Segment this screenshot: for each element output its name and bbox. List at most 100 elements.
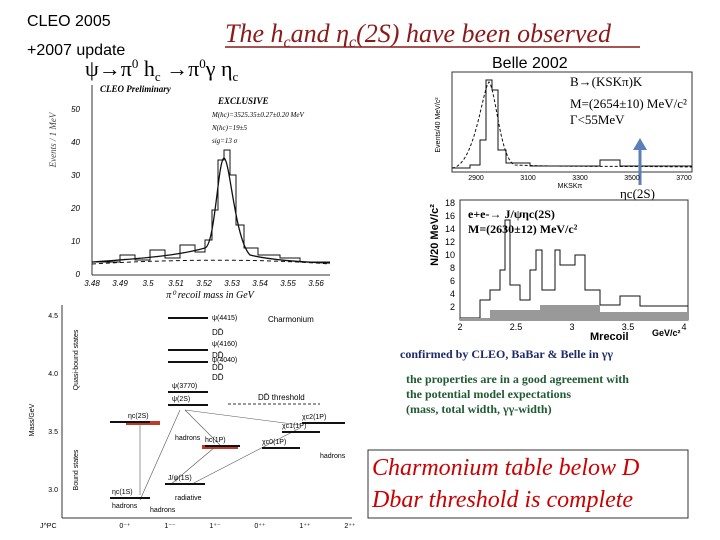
x-tick-label: 3.48 bbox=[84, 279, 100, 288]
y-label: N/20 MeV/c² bbox=[429, 204, 441, 266]
decay-label: hadrons bbox=[175, 435, 201, 442]
reaction-part: ψ→π bbox=[85, 56, 132, 81]
x-tick-label: 3.49 bbox=[112, 279, 128, 288]
belle-label: Belle 2002 bbox=[492, 55, 568, 72]
x-tick-label: 3.55 bbox=[280, 279, 296, 288]
y-tick-label: 3.5 bbox=[48, 429, 58, 436]
title: The hcand ηc(2S) have been observed bbox=[225, 19, 612, 51]
level-label: χc2(1P) bbox=[302, 414, 326, 421]
x-tick-label: 3.54 bbox=[252, 279, 268, 288]
width: Γ<55MeV bbox=[570, 112, 625, 127]
decay-label: hadrons bbox=[112, 503, 138, 510]
x-unit: GeV/c² bbox=[652, 328, 681, 338]
x-tick-label: 4 bbox=[681, 322, 686, 332]
x-tick-label: 3 bbox=[569, 322, 574, 332]
reaction-part: →π bbox=[161, 56, 200, 81]
level-label: ηc(1S) bbox=[112, 489, 133, 496]
belle-bottom: N/20 MeV/c² e+e-→ J/ψηc(2S) M=(2630±12) … bbox=[429, 199, 689, 343]
fit-curve bbox=[451, 81, 693, 169]
x-tick-label: 3.5 bbox=[622, 322, 635, 332]
mass: M=(2630±12) MeV/c² bbox=[468, 222, 578, 236]
fit-curve bbox=[91, 157, 331, 264]
quasi: Quasi-bound states bbox=[73, 329, 80, 390]
title-part: and η bbox=[291, 19, 349, 48]
dd-label: DD̄ bbox=[212, 363, 224, 372]
belle-top: Events/40 MeV/c² B→(KSKπ)K M=(2654±10) M… bbox=[435, 71, 693, 190]
jpc-title: J^PC bbox=[40, 523, 57, 530]
y-label: Events/40 MeV/c² bbox=[435, 97, 442, 153]
process: e+e-→ J/ψηc(2S) bbox=[468, 207, 555, 221]
arrow-label: ηc(2S) bbox=[620, 186, 655, 201]
decay-label: hadrons bbox=[150, 507, 176, 514]
y-tick-label: 12 bbox=[445, 237, 455, 247]
bound: Bound states bbox=[73, 449, 80, 490]
y-tick-label: 10 bbox=[71, 237, 80, 246]
reaction-part: h bbox=[138, 56, 155, 81]
mass: M=(2654±10) MeV/c² bbox=[570, 96, 687, 111]
fit-line: M(hc)=3525.35±0.27±0.20 MeV bbox=[211, 111, 304, 119]
x-tick-label: 3500 bbox=[624, 175, 640, 182]
mode: EXCLUSIVE bbox=[217, 96, 269, 106]
decay: B→(KSKπ)K bbox=[570, 74, 643, 89]
y-tick-label: 6 bbox=[450, 276, 455, 286]
x-tick-label: 3.52 bbox=[196, 279, 212, 288]
title-part: c bbox=[284, 34, 291, 51]
decay-label: hadrons bbox=[320, 453, 346, 460]
x-tick-label: 3700 bbox=[676, 175, 692, 182]
x-tick-label: 2900 bbox=[468, 175, 484, 182]
level-label: ψ(3770) bbox=[172, 383, 197, 390]
box-line: Dbar threshold is complete bbox=[371, 487, 633, 513]
level-label: χc1(1P) bbox=[282, 423, 306, 430]
spectrum-title: Charmonium bbox=[268, 315, 314, 324]
y-tick-label: 0 bbox=[76, 270, 81, 279]
reaction-part: c bbox=[155, 69, 161, 84]
y-tick-label: 50 bbox=[71, 105, 80, 114]
fit-line: N(hc)=19±5 bbox=[211, 124, 248, 132]
y-label: Events / 1 MeV bbox=[48, 111, 58, 168]
y-tick-label: 10 bbox=[445, 250, 455, 260]
left-line: +2007 update bbox=[27, 42, 125, 59]
arrow-head bbox=[633, 138, 647, 150]
level-label: ψ(4040) bbox=[212, 357, 237, 364]
x-label: π⁰ recoil mass in GeV bbox=[166, 290, 255, 301]
background-curve bbox=[91, 259, 331, 265]
x-tick-label: 3100 bbox=[520, 175, 536, 182]
box-line: Charmonium table below D bbox=[372, 455, 639, 481]
level-label: χc0(1P) bbox=[262, 439, 286, 446]
y-tick-label: 3.0 bbox=[48, 487, 58, 494]
reaction-part: c bbox=[233, 69, 239, 84]
level-label: ψ(2S) bbox=[172, 396, 190, 403]
properties: the potential model expectations bbox=[406, 387, 571, 401]
title-part: The h bbox=[225, 19, 284, 48]
y-label: Mass/GeV bbox=[29, 403, 36, 436]
y-tick-label: 40 bbox=[71, 138, 80, 147]
properties: (mass, total width, γγ-width) bbox=[406, 402, 552, 416]
tag: CLEO Preliminary bbox=[100, 84, 172, 94]
background-fill bbox=[460, 305, 688, 320]
decay-label: radiative bbox=[175, 495, 202, 502]
dd-label: DD̄ bbox=[212, 373, 224, 382]
jpc-label: 1⁺⁻ bbox=[209, 523, 221, 530]
y-tick-label: 18 bbox=[445, 198, 455, 208]
x-tick-label: 3.51 bbox=[168, 279, 184, 288]
frame bbox=[451, 71, 693, 173]
y-tick-label: 16 bbox=[445, 211, 455, 221]
y-tick-label: 4.5 bbox=[48, 313, 58, 320]
y-tick-label: 20 bbox=[70, 204, 80, 213]
threshold: DD̄ threshold bbox=[258, 393, 305, 402]
level-label: hc(1P) bbox=[205, 437, 226, 444]
y-tick-label: 2 bbox=[450, 302, 455, 312]
left-line: CLEO 2005 bbox=[27, 13, 111, 30]
x-tick-label: 3.5 bbox=[142, 279, 154, 288]
title-part: (2S) have been observed bbox=[356, 19, 612, 48]
dd-label: DD̄ bbox=[212, 351, 224, 360]
level-label: ψ(4160) bbox=[212, 341, 237, 348]
x-tick-label: 3.53 bbox=[224, 279, 240, 288]
x-label: MKSKπ bbox=[558, 183, 583, 190]
x-label: Mrecoil bbox=[590, 331, 629, 343]
x-tick-label: 3300 bbox=[572, 175, 588, 182]
level-label: ψ(4415) bbox=[212, 315, 237, 322]
histogram bbox=[460, 219, 688, 319]
dd-label: DD̄ bbox=[212, 328, 224, 337]
